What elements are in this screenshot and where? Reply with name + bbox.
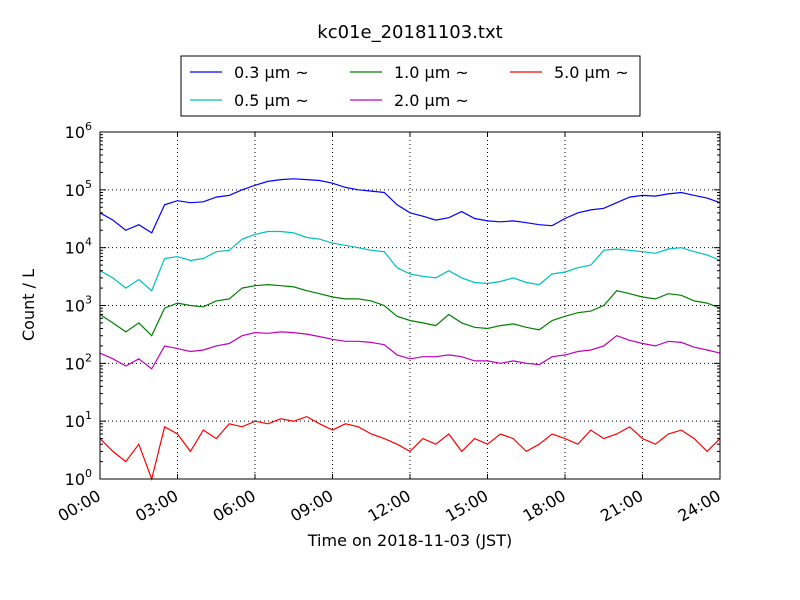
grid-lines bbox=[100, 132, 720, 479]
legend-label: 0.3 μm ~ bbox=[234, 63, 309, 82]
legend-label: 0.5 μm ~ bbox=[234, 91, 309, 110]
legend-frame bbox=[180, 55, 641, 117]
y-axis-label: Count / L bbox=[19, 269, 38, 341]
series-lines bbox=[99, 178, 721, 482]
series-line-0 bbox=[99, 178, 721, 234]
series-line-2 bbox=[99, 283, 721, 337]
x-axis-label: Time on 2018-11-03 (JST) bbox=[307, 531, 512, 550]
legend-label: 5.0 μm ~ bbox=[554, 63, 629, 82]
series-line-4 bbox=[99, 415, 721, 482]
chart-title: kc01e_20181103.txt bbox=[317, 22, 502, 43]
series-line-1 bbox=[99, 230, 721, 292]
legend-label: 1.0 μm ~ bbox=[394, 63, 469, 82]
legend-label: 2.0 μm ~ bbox=[394, 91, 469, 110]
legend: 0.3 μm ~ 0.5 μm ~ 1.0 μm ~ 2.0 μm ~ 5.0 μm ~ bbox=[180, 55, 641, 117]
series-line-3 bbox=[99, 331, 721, 370]
